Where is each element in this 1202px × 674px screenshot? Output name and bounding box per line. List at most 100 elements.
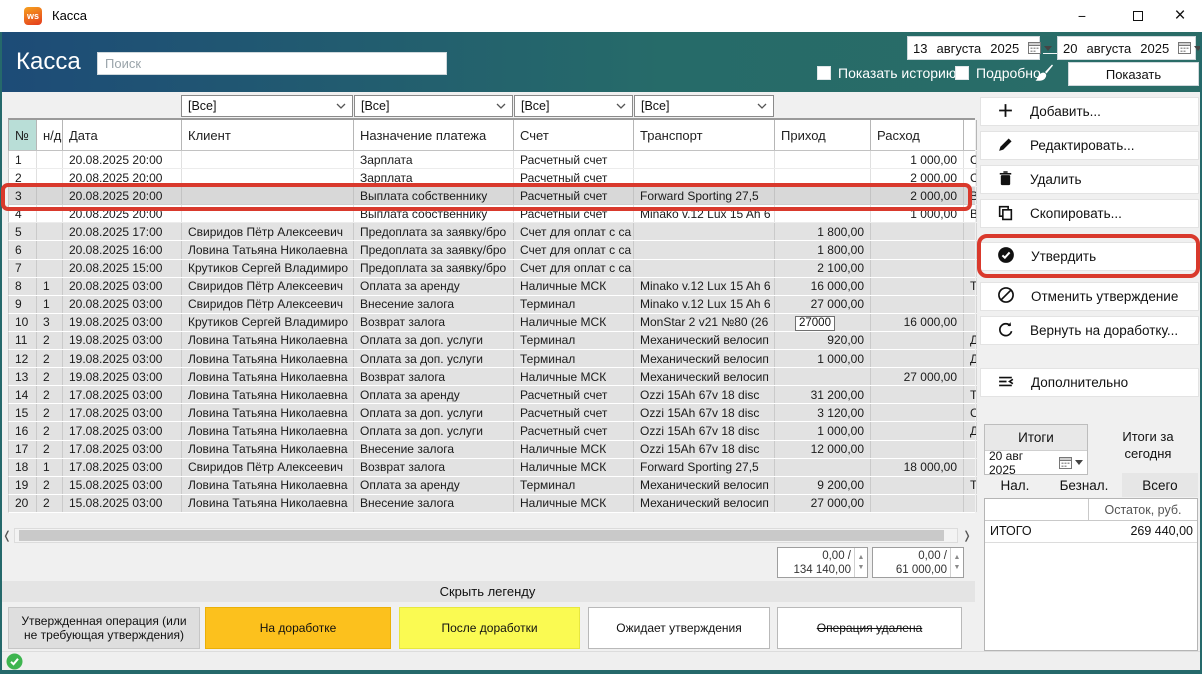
scrollbar-track[interactable] bbox=[14, 528, 958, 543]
totals-subtitle-line1: Итоги за bbox=[1122, 429, 1174, 444]
scroll-left-arrow[interactable]: ❬ bbox=[2, 530, 12, 542]
cell-tail: В bbox=[964, 205, 977, 223]
table-row[interactable]: 9 1 20.08.2025 03:00 Свиридов Пётр Алексеев… bbox=[8, 295, 977, 314]
sidebar-button-6[interactable]: Отменить утверждение bbox=[980, 282, 1199, 311]
cell-nd: 1 bbox=[37, 458, 63, 476]
legend-item-1: Утвержденная операция (или не требующая … bbox=[8, 607, 200, 649]
totals-balance-header: Остаток, руб. bbox=[1104, 502, 1182, 517]
table-body: 1 20.08.2025 20:00 Зарплата Расчетный счет 1… bbox=[8, 151, 977, 513]
table-row[interactable]: 8 1 20.08.2025 03:00 Свиридов Пётр Алексеев… bbox=[8, 277, 977, 296]
close-button[interactable]: × bbox=[1174, 5, 1186, 26]
column-header-n[interactable]: № bbox=[9, 120, 37, 150]
cell-tail: С bbox=[964, 169, 977, 187]
table-row[interactable]: 12 2 19.08.2025 03:00 Ловина Татьяна Никола… bbox=[8, 350, 977, 369]
totals-tab-2[interactable]: Безнал. bbox=[1059, 477, 1109, 493]
totals-total-label: ИТОГО bbox=[990, 524, 1032, 538]
table-row[interactable]: 6 20.08.2025 16:00 Ловина Татьяна Николаев… bbox=[8, 241, 977, 260]
sidebar-button-3[interactable]: Удалить bbox=[980, 165, 1199, 194]
chevron-down-icon[interactable] bbox=[1194, 45, 1202, 51]
cell-transport: Minako v.12 Lux 15 Ah 6 bbox=[634, 205, 775, 223]
column-header-nd[interactable]: н/д bbox=[37, 120, 63, 150]
cell-date: 15.08.2025 03:00 bbox=[63, 476, 182, 494]
legend-item-5: Операция удалена bbox=[777, 607, 962, 649]
inline-edit-input[interactable]: 27000 bbox=[795, 316, 835, 331]
expense-summary-spinner[interactable]: ▲ ▼ bbox=[950, 548, 963, 577]
chevron-down-icon[interactable] bbox=[1075, 460, 1083, 465]
filter-dropdown-4[interactable]: [Все] bbox=[634, 95, 774, 117]
table-row[interactable]: 4 20.08.2025 20:00 Выплата собственнику Рас… bbox=[8, 205, 977, 224]
show-button[interactable]: Показать bbox=[1068, 62, 1199, 86]
cell-transport: Механический велосип bbox=[634, 476, 775, 494]
column-header-client[interactable]: Клиент bbox=[182, 120, 354, 150]
table-row[interactable]: 20 2 15.08.2025 03:00 Ловина Татьяна Никола… bbox=[8, 494, 977, 513]
cell-client: Ловина Татьяна Николаевна bbox=[182, 440, 354, 458]
column-header-purpose[interactable]: Назначение платежа bbox=[354, 120, 514, 150]
cell-transport: Ozzi 15Ah 67v 18 disc bbox=[634, 440, 775, 458]
minimize-button[interactable]: − bbox=[1077, 8, 1087, 24]
table-row[interactable]: 19 2 15.08.2025 03:00 Ловина Татьяна Никола… bbox=[8, 476, 977, 495]
column-header-income[interactable]: Приход bbox=[775, 120, 871, 150]
column-header-date[interactable]: Дата bbox=[63, 120, 182, 150]
column-header-transport[interactable]: Транспорт bbox=[634, 120, 775, 150]
date-to-picker[interactable]: 20 августа 2025 bbox=[1057, 36, 1202, 60]
table-row[interactable]: 5 20.08.2025 17:00 Свиридов Пётр Алексееви… bbox=[8, 223, 977, 242]
sidebar-button-7[interactable]: Вернуть на доработку... bbox=[980, 316, 1199, 345]
cell-account: Наличные МСК bbox=[514, 277, 634, 295]
table-row[interactable]: 2 20.08.2025 20:00 Зарплата Расчетный счет 2… bbox=[8, 169, 977, 188]
scroll-right-arrow[interactable]: ❭ bbox=[962, 530, 972, 542]
cell-tail bbox=[964, 313, 977, 331]
column-header-expense[interactable]: Расход bbox=[871, 120, 964, 150]
cell-expense: 27 000,00 bbox=[871, 368, 964, 386]
expense-summary-box: 0,00 / 61 000,00 ▲ ▼ bbox=[872, 547, 964, 578]
cell-transport: Forward Sporting 27,5 bbox=[634, 458, 775, 476]
horizontal-scrollbar[interactable]: ❬ ❭ bbox=[0, 527, 975, 544]
table-row[interactable]: 14 2 17.08.2025 03:00 Ловина Татьяна Никола… bbox=[8, 386, 977, 405]
table-row[interactable]: 3 20.08.2025 20:00 Выплата собственнику Рас… bbox=[8, 187, 977, 206]
filter-dropdown-2[interactable]: [Все] bbox=[354, 95, 513, 117]
cell-nd bbox=[37, 241, 63, 259]
table-row[interactable]: 16 2 17.08.2025 03:00 Ловина Татьяна Никола… bbox=[8, 422, 977, 441]
show-history-checkbox[interactable]: Показать историю bbox=[817, 63, 956, 83]
income-summary-spinner[interactable]: ▲ ▼ bbox=[854, 548, 867, 577]
chevron-down-icon[interactable] bbox=[1044, 45, 1053, 51]
clear-brush-icon[interactable] bbox=[1032, 62, 1054, 84]
cell-client: Ловина Татьяна Николаевна bbox=[182, 422, 354, 440]
cell-nd bbox=[37, 187, 63, 205]
totals-table-header: Остаток, руб. bbox=[985, 499, 1197, 521]
cell-income bbox=[775, 368, 871, 386]
totals-date-picker[interactable]: 20 авг 2025 bbox=[985, 449, 1087, 477]
table-row[interactable]: 17 2 17.08.2025 03:00 Ловина Татьяна Никола… bbox=[8, 440, 977, 459]
sidebar-button-2[interactable]: Редактировать... bbox=[980, 131, 1199, 160]
table-row[interactable]: 10 3 19.08.2025 03:00 Крутиков Сергей Влади… bbox=[8, 313, 977, 332]
maximize-button[interactable] bbox=[1116, 0, 1160, 32]
table-row[interactable]: 18 1 17.08.2025 03:00 Свиридов Пётр Алексее… bbox=[8, 458, 977, 477]
cell-nd bbox=[37, 205, 63, 223]
scrollbar-thumb[interactable] bbox=[19, 530, 944, 541]
sidebar-button-4[interactable]: Скопировать... bbox=[980, 199, 1199, 228]
cell-tail bbox=[964, 223, 977, 241]
cell-account: Наличные МСК bbox=[514, 458, 634, 476]
column-header-account[interactable]: Счет bbox=[514, 120, 634, 150]
totals-tab-3[interactable]: Всего bbox=[1122, 473, 1198, 497]
date-from-day: 13 bbox=[913, 40, 928, 56]
sidebar-button-8[interactable]: Дополнительно bbox=[980, 368, 1199, 397]
sidebar-button-1[interactable]: Добавить... bbox=[980, 97, 1199, 126]
checkbox-box[interactable] bbox=[817, 66, 831, 80]
cell-tail bbox=[964, 259, 977, 277]
search-input[interactable] bbox=[97, 52, 447, 75]
checkbox-box[interactable] bbox=[955, 66, 969, 80]
table-row[interactable]: 13 2 19.08.2025 03:00 Ловина Татьяна Никола… bbox=[8, 368, 977, 387]
date-from-picker[interactable]: 13 августа 2025 bbox=[907, 36, 1053, 60]
detail-checkbox[interactable]: Подробно bbox=[955, 63, 1041, 83]
totals-tab-1[interactable]: Нал. bbox=[1000, 477, 1030, 493]
table-row[interactable]: 7 20.08.2025 15:00 Крутиков Сергей Владими… bbox=[8, 259, 977, 278]
filter-dropdown-1[interactable]: [Все] bbox=[181, 95, 353, 117]
filter-dropdown-3[interactable]: [Все] bbox=[514, 95, 633, 117]
approve-button[interactable]: Утвердить bbox=[980, 242, 1199, 271]
table-row[interactable]: 15 2 17.08.2025 03:00 Ловина Татьяна Никола… bbox=[8, 404, 977, 423]
cell-income bbox=[775, 187, 871, 205]
table-row[interactable]: 11 2 19.08.2025 03:00 Ловина Татьяна Никола… bbox=[8, 331, 977, 351]
income-summary-top: 0,00 / bbox=[822, 550, 851, 562]
table-row[interactable]: 1 20.08.2025 20:00 Зарплата Расчетный счет 1… bbox=[8, 151, 977, 170]
hide-legend-button[interactable]: Скрыть легенду bbox=[0, 581, 975, 602]
